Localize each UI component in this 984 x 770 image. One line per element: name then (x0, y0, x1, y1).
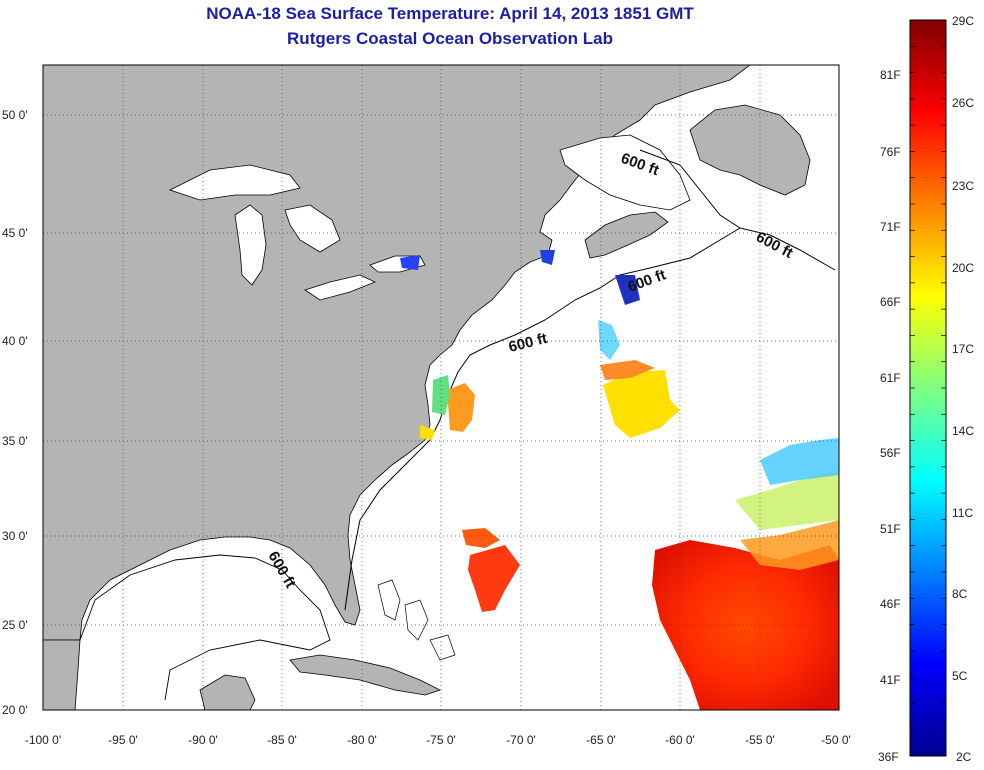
gulf-shelf-line (79, 554, 331, 701)
colorbar-c-label: 5C (952, 669, 968, 683)
colorbar-f-label: 41F (880, 673, 901, 687)
land-mexico (43, 639, 81, 710)
lon-label: -65 0' (586, 733, 616, 747)
colorbar-c-label: 29C (952, 14, 975, 28)
isobath-labrador (639, 149, 741, 229)
colorbar-c-label: 26C (952, 96, 975, 110)
lon-label: -70 0' (506, 733, 536, 747)
lon-label: -75 0' (426, 733, 456, 747)
colorbar-c-label: 11C (952, 506, 974, 520)
lat-label: 50 0' (2, 108, 28, 122)
land-nova-scotia (584, 211, 669, 259)
colorbar-f-label: 81F (880, 68, 901, 82)
lat-label: 20 0' (2, 703, 28, 717)
isobath-atlantic (344, 227, 836, 611)
sst-patches (400, 250, 839, 710)
lon-label: -90 0' (188, 733, 218, 747)
lat-label: 30 0' (2, 529, 28, 543)
lat-label: 40 0' (2, 334, 28, 348)
map-frame (42, 64, 840, 711)
colorbar-f-label: 46F (880, 597, 901, 611)
colorbar-c-label: 17C (952, 342, 975, 356)
lat-label: 35 0' (2, 434, 28, 448)
page-subtitle: Rutgers Coastal Ocean Observation Lab (287, 29, 613, 48)
lon-label: -50 0' (821, 733, 851, 747)
colorbar-c-label: 8C (952, 587, 968, 601)
lon-label: -95 0' (108, 733, 138, 747)
land-newfoundland (689, 104, 811, 196)
colorbar-c-label: 14C (952, 424, 975, 438)
land-yucatan (199, 674, 256, 710)
graticule (43, 65, 839, 710)
page-title: NOAA-18 Sea Surface Temperature: April 1… (206, 4, 694, 23)
colorbar-f-label: 61F (880, 371, 901, 385)
colorbar-f-label: 51F (880, 522, 901, 536)
lon-label: -100 0' (25, 733, 61, 747)
colorbar-ticks (910, 19, 946, 757)
lon-label: -55 0' (745, 733, 775, 747)
bahamas (377, 579, 456, 661)
latitude-axis: 50 0' 45 0' 40 0' 35 0' 30 0' 25 0' 20 0… (2, 108, 28, 717)
lon-label: -60 0' (665, 733, 695, 747)
lon-label: -85 0' (267, 733, 297, 747)
colorbar-f-label: 56F (880, 446, 901, 460)
colorbar-c-label: 20C (952, 261, 975, 275)
land-cuba (289, 654, 442, 696)
colorbar-f-label: 66F (880, 295, 901, 309)
land-north-america (43, 65, 751, 641)
lat-label: 25 0' (2, 618, 28, 632)
lat-label: 45 0' (2, 226, 28, 240)
great-lakes (168, 164, 426, 301)
colorbar-f-label: 76F (880, 145, 901, 159)
lon-label: -80 0' (347, 733, 377, 747)
colorbar-c-label: 23C (952, 179, 975, 193)
colorbar-f-label: 71F (880, 220, 901, 234)
longitude-axis: -100 0' -95 0' -90 0' -85 0' -80 0' -75 … (25, 733, 851, 747)
colorbar (909, 19, 947, 757)
colorbar-c-label: 2C (956, 750, 972, 764)
colorbar-f-label: 36F (878, 750, 899, 764)
